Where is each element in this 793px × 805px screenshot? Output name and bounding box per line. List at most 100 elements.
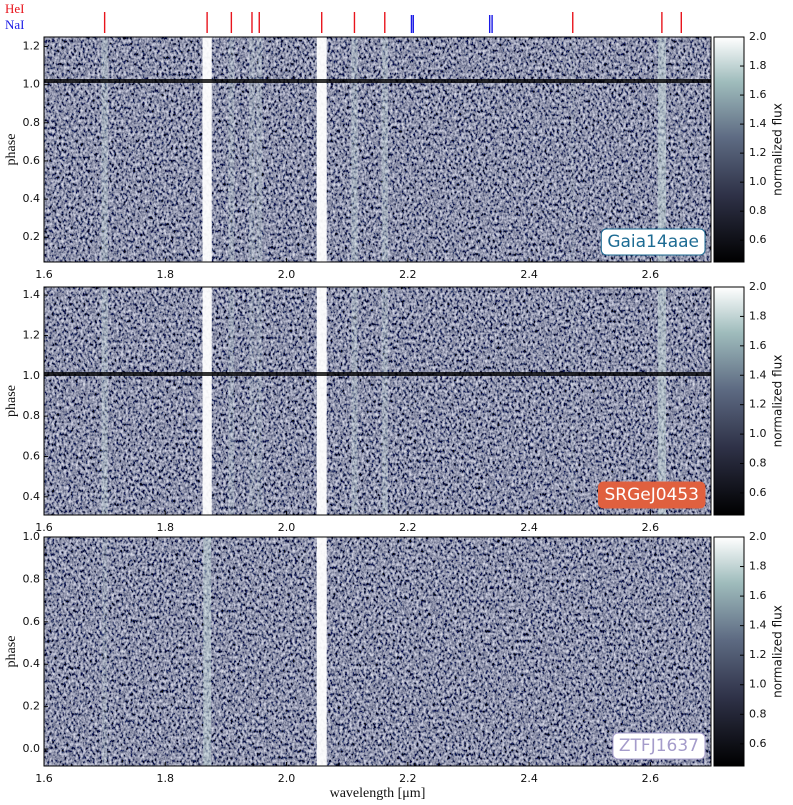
- annotation: Gaia14aae: [600, 228, 706, 256]
- x-tick-label: 2.4: [520, 268, 538, 281]
- annotation-text: Gaia14aae: [607, 232, 699, 252]
- frame: [43, 286, 712, 516]
- colorbar-tick-label: 1.0: [749, 427, 767, 440]
- emission-band: [101, 37, 108, 262]
- y-tick-label: 0.4: [23, 192, 41, 205]
- emission-band: [381, 37, 389, 262]
- heatmap-noise: [44, 37, 711, 262]
- emission-band: [249, 37, 255, 262]
- x-tick-label: 2.2: [399, 521, 417, 534]
- y-tick-label: 1.0: [23, 78, 41, 91]
- eclipse-dip: [44, 79, 711, 83]
- colorbar: [713, 286, 745, 516]
- colorbar-tick-label: 1.0: [749, 175, 767, 188]
- y-tick-label: 0.6: [23, 615, 41, 628]
- frame: [43, 36, 712, 263]
- colorbar-tick-label: 1.4: [749, 368, 767, 381]
- y-tick-label: 0.8: [23, 572, 41, 585]
- emission-band: [679, 287, 684, 515]
- y-tick-label: 0.0: [23, 742, 41, 755]
- colorbar-tick-label: 1.4: [749, 117, 767, 130]
- colorbar-tick-label: 1.2: [749, 648, 767, 661]
- marker-legend: NaI: [5, 17, 25, 32]
- y-tick-label: 0.8: [23, 116, 41, 129]
- colorbar-tick-label: 0.8: [749, 204, 767, 217]
- annotation-box: [600, 228, 706, 256]
- colorbar-tick-label: 2.0: [749, 30, 767, 43]
- annotation-text: ZTFJ1637: [619, 736, 699, 756]
- x-axis-label: wavelength [μm]: [330, 786, 426, 801]
- colorbar-tick-label: 0.8: [749, 457, 767, 470]
- y-tick-label: 0.2: [23, 230, 41, 243]
- colorbar-tick-label: 1.6: [749, 589, 767, 602]
- colorbar-tick-label: 1.8: [749, 309, 767, 322]
- y-tick-label: 0.6: [23, 154, 41, 167]
- emission-band: [101, 287, 108, 515]
- x-tick-label: 1.6: [35, 772, 53, 785]
- colorbar-tick-label: 0.6: [749, 737, 767, 750]
- x-tick-label: 1.6: [35, 521, 53, 534]
- annotation-box: [612, 732, 706, 760]
- emission-band: [102, 537, 108, 766]
- emission-band: [316, 37, 327, 262]
- colorbar-tick-label: 2.0: [749, 530, 767, 543]
- frame: [43, 536, 712, 767]
- y-axis-label: phase: [4, 636, 19, 668]
- emission-band: [570, 37, 575, 262]
- emission-band: [381, 287, 388, 515]
- x-tick-label: 2.4: [520, 772, 538, 785]
- emission-band: [256, 37, 263, 262]
- x-tick-label: 1.8: [157, 521, 175, 534]
- eclipse-dip: [44, 372, 711, 376]
- emission-band: [228, 37, 235, 262]
- heatmap-noise: [44, 287, 711, 515]
- y-tick-label: 0.4: [23, 657, 41, 670]
- emission-band: [202, 37, 212, 262]
- emission-band: [249, 287, 255, 515]
- x-tick-label: 2.0: [278, 772, 296, 785]
- y-tick-label: 1.2: [23, 40, 41, 53]
- emission-band: [203, 537, 212, 766]
- emission-band: [316, 537, 327, 766]
- colorbar-tick-label: 1.0: [749, 678, 767, 691]
- x-tick-label: 2.2: [399, 772, 417, 785]
- x-tick-label: 2.0: [278, 268, 296, 281]
- y-tick-label: 0.8: [23, 409, 41, 422]
- y-axis-label: phase: [4, 385, 19, 417]
- x-tick-label: 2.6: [642, 772, 660, 785]
- emission-band: [351, 37, 358, 262]
- colorbar-tick-label: 2.0: [749, 280, 767, 293]
- y-tick-label: 1.0: [23, 369, 41, 382]
- colorbar: [713, 536, 745, 767]
- colorbar-tick-label: 1.8: [749, 560, 767, 573]
- emission-band: [679, 37, 684, 262]
- emission-band: [657, 37, 667, 262]
- y-tick-label: 1.4: [23, 288, 41, 301]
- colorbar-tick-label: 1.4: [749, 619, 767, 632]
- colorbar: [713, 36, 745, 263]
- emission-band: [657, 287, 667, 515]
- y-axis-label: phase: [4, 134, 19, 166]
- y-tick-label: 0.4: [23, 490, 41, 503]
- emission-band: [316, 287, 327, 515]
- x-tick-label: 2.6: [642, 521, 660, 534]
- colorbar-tick-label: 0.6: [749, 233, 767, 246]
- colorbar-label: normalized flux: [771, 103, 785, 196]
- marker-legend: HeI: [5, 1, 25, 16]
- colorbar-tick-label: 1.8: [749, 59, 767, 72]
- x-tick-label: 1.6: [35, 268, 53, 281]
- x-tick-label: 2.6: [642, 268, 660, 281]
- x-tick-label: 2.0: [278, 521, 296, 534]
- annotation-text: SRGeJ0453: [604, 485, 699, 505]
- x-tick-label: 1.8: [157, 268, 175, 281]
- annotation: ZTFJ1637: [612, 732, 706, 760]
- colorbar-label: normalized flux: [771, 605, 785, 698]
- y-tick-label: 0.6: [23, 449, 41, 462]
- annotation: SRGeJ0453: [597, 481, 706, 509]
- y-tick-label: 1.2: [23, 328, 41, 341]
- emission-band: [256, 287, 262, 515]
- x-tick-label: 1.8: [157, 772, 175, 785]
- colorbar-label: normalized flux: [771, 355, 785, 448]
- y-tick-label: 1.0: [23, 530, 41, 543]
